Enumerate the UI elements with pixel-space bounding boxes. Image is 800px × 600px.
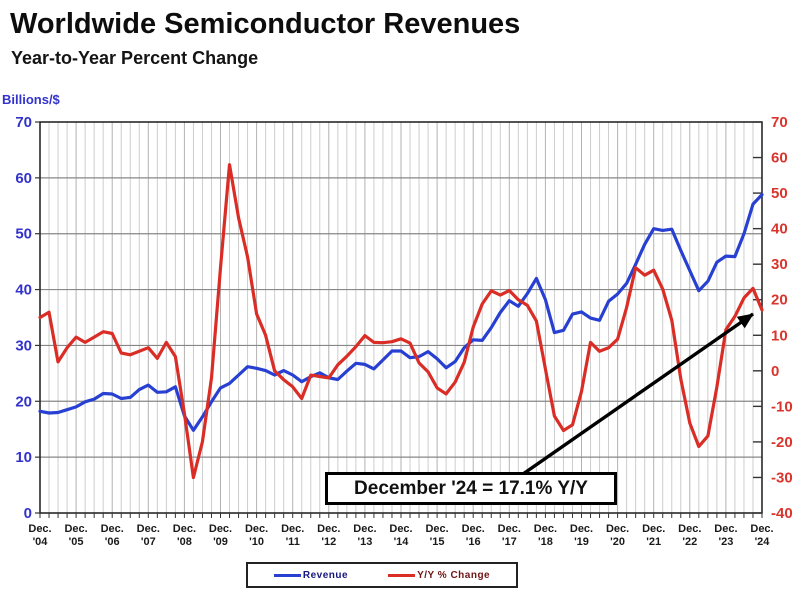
revenue-line-swatch: [273, 573, 301, 577]
x-axis-label-month: Dec.: [353, 523, 376, 535]
x-axis-label-year: '24: [755, 536, 771, 548]
x-axis-label-month: Dec.: [678, 523, 701, 535]
right-axis-tick-label: -40: [771, 505, 793, 522]
x-axis-label-year: '08: [177, 536, 192, 548]
right-axis-tick-label: 40: [771, 221, 788, 238]
legend-item-revenue: Revenue: [273, 569, 349, 581]
chart-subtitle: Year-to-Year Percent Change: [11, 48, 259, 68]
x-axis-label-month: Dec.: [28, 523, 51, 535]
x-axis-label-year: '15: [430, 536, 445, 548]
x-axis-label-year: '13: [357, 536, 372, 548]
x-axis-label-month: Dec.: [498, 523, 521, 535]
x-axis-label-month: Dec.: [281, 523, 304, 535]
x-axis-label-month: Dec.: [64, 523, 87, 535]
x-axis-label-year: '12: [321, 536, 336, 548]
left-axis-tick-label: 20: [15, 393, 32, 410]
x-axis-label-month: Dec.: [173, 523, 196, 535]
x-axis-label-year: '19: [574, 536, 589, 548]
x-axis-label-year: '18: [538, 536, 553, 548]
x-axis-label-year: '06: [105, 536, 120, 548]
right-axis-tick-label: -10: [771, 398, 793, 415]
x-axis-label-month: Dec.: [570, 523, 593, 535]
right-axis-tick-label: 20: [771, 292, 788, 309]
series-line-y-y-change: [38, 163, 764, 480]
x-axis-label-year: '05: [69, 536, 84, 548]
right-axis-tick-label: -20: [771, 434, 793, 451]
x-axis-label-month: Dec.: [425, 523, 448, 535]
legend-label-yy-change: Y/Y % Change: [417, 569, 491, 581]
left-axis-tick-label: 50: [15, 226, 32, 243]
x-axis-label-month: Dec.: [750, 523, 773, 535]
right-axis-tick-label: -30: [771, 469, 793, 486]
x-axis-label-month: Dec.: [606, 523, 629, 535]
x-axis-label-year: '10: [249, 536, 264, 548]
chart-title: Worldwide Semiconductor Revenues: [10, 8, 521, 40]
x-axis-label-year: '16: [466, 536, 481, 548]
x-axis-label-year: '07: [141, 536, 156, 548]
x-axis-label-year: '11: [286, 536, 300, 548]
right-axis-tick-label: 0: [771, 363, 779, 380]
x-axis-label-year: '20: [610, 536, 625, 548]
left-axis-tick-label: 70: [15, 114, 32, 131]
x-axis-label-year: '23: [718, 536, 733, 548]
right-axis-tick-label: 60: [771, 150, 788, 167]
right-axis-tick-label: 50: [771, 185, 788, 202]
x-axis-label-month: Dec.: [137, 523, 160, 535]
x-axis-label-month: Dec.: [101, 523, 124, 535]
x-axis-label-year: '09: [213, 536, 228, 548]
x-axis-label-month: Dec.: [714, 523, 737, 535]
left-axis-tick-label: 30: [15, 337, 32, 354]
right-axis-tick-label: 30: [771, 256, 788, 273]
x-axis-label-month: Dec.: [642, 523, 665, 535]
x-axis-label-year: '14: [394, 536, 410, 548]
x-axis-label-year: '22: [682, 536, 697, 548]
annotation-callout: December '24 = 17.1% Y/Y: [325, 472, 617, 505]
x-axis-label-month: Dec.: [462, 523, 485, 535]
left-axis-tick-label: 60: [15, 170, 32, 187]
x-axis-label-month: Dec.: [389, 523, 412, 535]
left-axis-tick-label: 40: [15, 282, 32, 299]
x-axis-label-year: '21: [646, 536, 661, 548]
legend-label-revenue: Revenue: [302, 569, 349, 581]
right-axis-tick-label: 10: [771, 327, 788, 344]
annotation-arrow: [499, 312, 754, 492]
x-axis-label-month: Dec.: [317, 523, 340, 535]
left-axis-title: Billions/$: [2, 92, 60, 107]
yy-change-line-swatch: [388, 573, 416, 577]
legend: Revenue Y/Y % Change: [246, 562, 518, 588]
left-axis-tick-label: 0: [24, 505, 32, 522]
legend-item-yy-change: Y/Y % Change: [388, 570, 490, 581]
x-axis-label-month: Dec.: [209, 523, 232, 535]
series-line-revenue: [38, 193, 764, 432]
right-axis-tick-label: 70: [771, 114, 788, 131]
x-axis-label-month: Dec.: [534, 523, 557, 535]
x-axis-label-year: '04: [33, 536, 49, 548]
x-axis-label-year: '17: [502, 536, 517, 548]
x-axis-label-month: Dec.: [245, 523, 268, 535]
left-axis-tick-label: 10: [15, 449, 32, 466]
